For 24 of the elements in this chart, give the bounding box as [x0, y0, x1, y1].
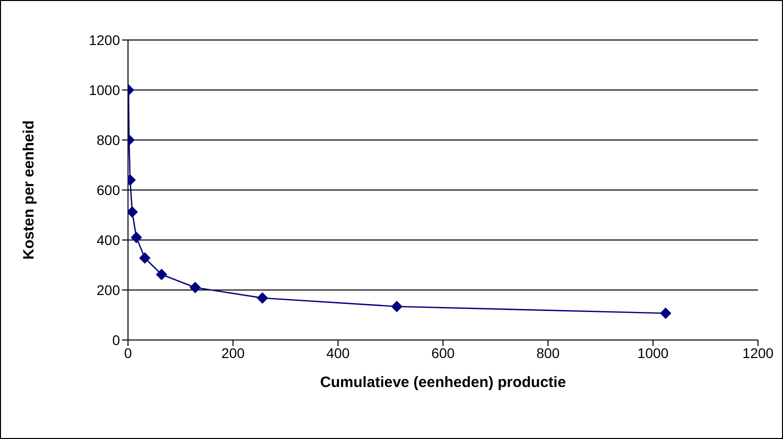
point: [139, 252, 150, 264]
x-tick-label: 1200: [742, 344, 774, 361]
point: [660, 308, 672, 319]
x-tick-label: 800: [536, 344, 560, 361]
x-tick-label: 0: [124, 344, 132, 361]
point: [130, 232, 142, 243]
x-axis-title: Cumulatieve (eenheden) productie: [320, 374, 566, 391]
point: [190, 282, 201, 293]
y-tick-label: 1000: [88, 82, 120, 98]
y-tick-label: 1200: [88, 32, 120, 48]
x-tick-label: 1000: [637, 344, 669, 361]
point: [156, 269, 168, 280]
y-tick-label: 200: [96, 282, 120, 298]
y-tick-label: 0: [112, 332, 120, 348]
point: [256, 292, 268, 304]
x-tick-label: 400: [326, 344, 350, 361]
x-tick-label: 200: [221, 344, 245, 361]
point: [391, 301, 402, 312]
point: [128, 206, 138, 218]
y-tick-label: 400: [96, 232, 120, 248]
y-tick-label: 600: [96, 182, 120, 198]
y-axis-title: Kosten per eenheid: [20, 120, 38, 260]
x-tick-label: 600: [431, 344, 455, 361]
y-tick-label: 800: [96, 132, 120, 148]
